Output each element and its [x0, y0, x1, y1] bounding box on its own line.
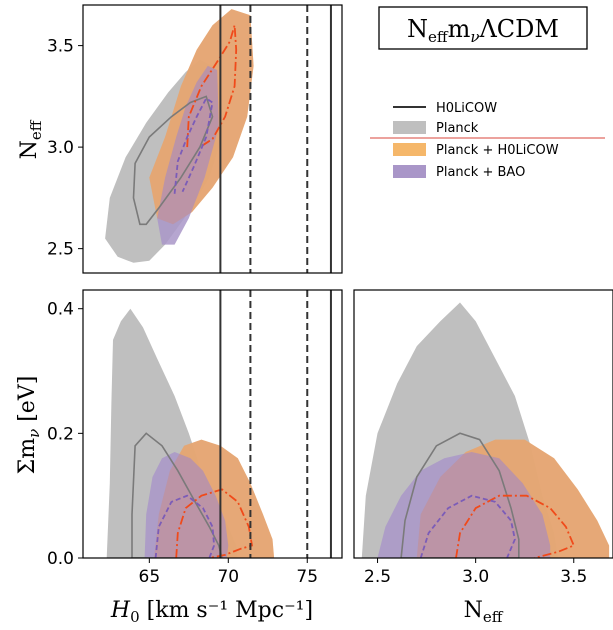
- legend-label-planck: Planck: [436, 121, 479, 136]
- neff_vs_h0-ytick-label-0: 2.5: [47, 240, 74, 260]
- mnu_vs_h0-ytick-label-2: 0.4: [47, 300, 74, 320]
- mnu_vs_h0-planck-bao-region: [144, 452, 229, 558]
- x-axis-label-h0: H0 [km s⁻¹ Mpc⁻¹]: [110, 598, 313, 626]
- mnu_vs_h0-h0licow-inner-contour: [175, 488, 254, 558]
- neff_vs_h0-overlap-tint: [149, 9, 254, 225]
- panel-neff-vs-h0-frame: [82, 4, 343, 274]
- mnu_vs_neff-xtick-label-0: 2.5: [364, 567, 391, 587]
- y-axis-label-neff: Neff: [17, 119, 45, 159]
- panel-neff-vs-h0: 2.5 3.0 3.5: [47, 4, 343, 274]
- neff_vs_h0-planck-inner-contour: [132, 95, 214, 226]
- neff_vs_h0-ytick-label-2: 3.5: [47, 37, 74, 57]
- panel-mnu-vs-neff: 2.5 3.0 3.5: [353, 289, 613, 587]
- mnu_vs_h0-bao-inner-contour: [154, 494, 216, 558]
- neff_vs_h0-ytick-label-1: 3.0: [47, 138, 74, 158]
- panel-mnu-vs-h0-frame: [82, 289, 343, 559]
- legend-swatch-planck: [393, 121, 426, 134]
- legend: H0LiCOW Planck Planck + H0LiCOW Planck +…: [370, 101, 605, 180]
- mnu_vs_neff-xtick-label-2: 3.5: [560, 567, 587, 587]
- mnu_vs_h0-xtick-label-0: 65: [139, 567, 161, 587]
- mnu_vs_neff-bao-inner-contour: [419, 494, 516, 558]
- mnu_vs_neff-planck-inner-contour: [400, 432, 520, 558]
- chart-title: NeffmνΛCDM: [407, 15, 559, 46]
- mnu_vs_neff-h0licow-inner-contour: [455, 494, 575, 558]
- legend-swatch-planck-bao: [393, 165, 426, 178]
- mnu_vs_neff-planck-bao-region: [377, 452, 551, 558]
- neff_vs_h0-bao-inner-contour: [173, 97, 214, 194]
- x-axis-label-neff: Neff: [464, 598, 504, 626]
- title-box-frame: [378, 6, 588, 50]
- mnu_vs_h0-xtick-label-2: 75: [296, 567, 318, 587]
- legend-swatch-planck-h0licow: [393, 143, 426, 156]
- y-axis-label-mnu: Σmν [eV]: [15, 376, 43, 475]
- legend-label-h0licow: H0LiCOW: [436, 101, 497, 116]
- panel-mnu-vs-neff-frame: [353, 289, 613, 559]
- mnu_vs_neff-overlap-tint: [416, 439, 610, 558]
- legend-label-planck-h0licow: Planck + H0LiCOW: [436, 143, 559, 158]
- title-box: NeffmνΛCDM: [378, 6, 588, 50]
- mnu_vs_neff-xtick-label-1: 3.0: [462, 567, 489, 587]
- mnu_vs_h0-ytick-label-1: 0.2: [47, 424, 74, 444]
- panel-mnu-vs-h0: 0.0 0.2 0.4 65 70 75: [47, 289, 343, 587]
- mnu_vs_h0-ytick-label-0: 0.0: [47, 549, 74, 569]
- mnu_vs_h0-overlap-tint: [154, 439, 275, 558]
- legend-label-planck-bao: Planck + BAO: [436, 165, 525, 180]
- mnu_vs_h0-xtick-label-1: 70: [217, 567, 239, 587]
- neff_vs_h0-planck-bao-region: [157, 65, 219, 245]
